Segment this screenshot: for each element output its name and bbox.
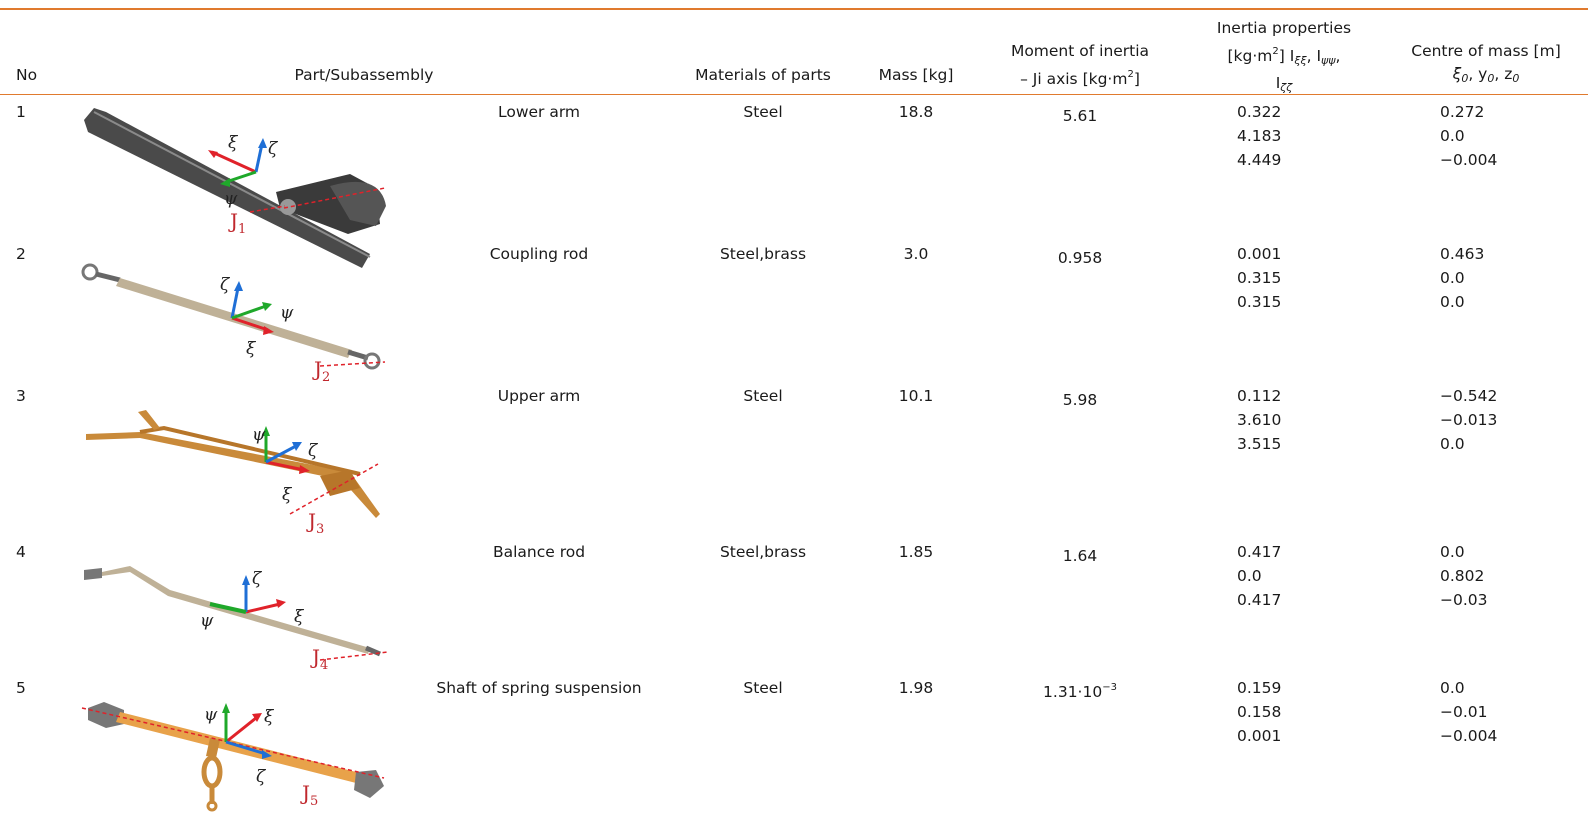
centre-of-mass-values: 0.0 −0.01 −0.004 — [1440, 679, 1498, 745]
joint-label: J3 — [306, 509, 324, 537]
part-name: Lower arm — [497, 103, 581, 121]
row-number: 1 — [16, 103, 26, 121]
row-number: 3 — [16, 387, 26, 405]
row-number: 5 — [16, 679, 26, 697]
psi-axis-label: ψ — [200, 611, 214, 631]
zeta-axis-label: ζ — [268, 139, 279, 159]
inertia-values: 0.001 0.315 0.315 — [1237, 245, 1282, 311]
header-moment: Moment of inertia – Ji axis [kg·m2] — [1010, 42, 1150, 88]
xi-axis-label: ξ — [294, 607, 305, 627]
material: Steel — [743, 387, 783, 405]
xi-axis-label: ξ — [282, 485, 293, 505]
row-number: 2 — [16, 245, 26, 263]
joint-label: J2 — [312, 357, 330, 385]
xi-axis-label: ξ — [246, 339, 257, 359]
zeta-axis-label: ζ — [220, 275, 231, 295]
part-name: Shaft of spring suspension — [436, 679, 642, 697]
moment-value: 5.98 — [1062, 391, 1098, 409]
upper-arm-image: ψ ζ ξ J3 — [86, 410, 380, 537]
table-header-rule — [0, 94, 1588, 95]
part-name: Balance rod — [492, 543, 586, 561]
material: Steel,brass — [719, 543, 807, 561]
zeta-axis-label: ζ — [256, 767, 267, 787]
mass-value: 1.98 — [898, 679, 934, 697]
psi-axis-label: ψ — [280, 303, 294, 323]
header-no: No — [16, 66, 38, 84]
coupling-rod-image: ζ ψ ξ J2 — [81, 263, 386, 385]
zeta-axis-label: ζ — [252, 569, 263, 589]
part-name: Coupling rod — [489, 245, 589, 263]
material: Steel — [743, 679, 783, 697]
header-centre-of-mass: Centre of mass [m] ξ0, y0, z0 — [1411, 42, 1561, 85]
psi-axis-label: ψ — [204, 705, 218, 725]
psi-axis-label: ψ — [224, 189, 238, 209]
spring-shaft-image: ψ ξ ζ J5 — [81, 702, 385, 812]
inertia-values: 0.417 0.0 0.417 — [1237, 543, 1282, 609]
inertia-values: 0.159 0.158 0.001 — [1237, 679, 1282, 745]
mass-value: 3.0 — [903, 245, 929, 263]
row-number: 4 — [16, 543, 26, 561]
zeta-axis-label: ζ — [308, 441, 319, 461]
material: Steel — [743, 103, 783, 121]
centre-of-mass-values: −0.542 −0.013 0.0 — [1440, 387, 1498, 453]
material: Steel,brass — [719, 245, 807, 263]
moment-value: 1.31·10−3 — [1043, 682, 1117, 701]
header-inertia: Inertia properties [kg·m2] Iξξ, Iψψ, Iζζ — [1216, 19, 1352, 94]
table-top-rule — [0, 8, 1588, 10]
joint-label: J1 — [228, 209, 246, 237]
mass-value: 18.8 — [898, 103, 934, 121]
joint-label: J4 — [310, 645, 328, 673]
xi-axis-label: ξ — [228, 133, 239, 153]
mass-value: 1.85 — [898, 543, 934, 561]
header-part: Part/Subassembly — [294, 66, 434, 84]
moment-value: 5.61 — [1062, 107, 1098, 125]
lower-arm-image: ξ ζ ψ J1 — [84, 108, 386, 268]
header-materials: Materials of parts — [695, 66, 831, 84]
psi-axis-label: ψ — [252, 425, 266, 445]
centre-of-mass-values: 0.272 0.0 −0.004 — [1440, 103, 1498, 169]
centre-of-mass-values: 0.463 0.0 0.0 — [1440, 245, 1485, 311]
header-mass: Mass [kg] — [878, 66, 954, 84]
moment-value: 1.64 — [1062, 547, 1098, 565]
joint-label: J5 — [300, 781, 318, 809]
moment-value: 0.958 — [1057, 249, 1103, 267]
inertia-values: 0.322 4.183 4.449 — [1237, 103, 1282, 169]
inertia-values: 0.112 3.610 3.515 — [1237, 387, 1282, 453]
centre-of-mass-values: 0.0 0.802 −0.03 — [1440, 543, 1488, 609]
xi-axis-label: ξ — [264, 707, 275, 727]
part-name: Upper arm — [497, 387, 581, 405]
mass-value: 10.1 — [898, 387, 934, 405]
balance-rod-image: ζ ψ ξ J4 — [84, 566, 389, 673]
